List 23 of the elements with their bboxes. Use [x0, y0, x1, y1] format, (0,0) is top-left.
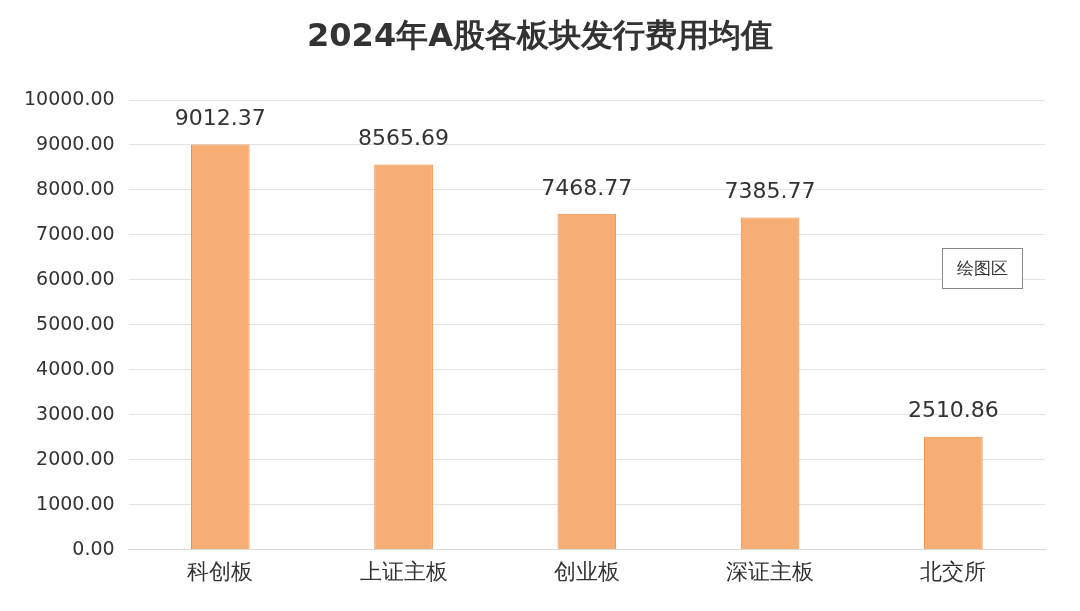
y-tick-label: 9000.00 [36, 131, 115, 154]
data-label: 7385.77 [724, 178, 816, 204]
y-tick-label: 0.00 [72, 536, 115, 559]
x-tick-label: 深证主板 [726, 558, 815, 584]
y-tick-label: 4000.00 [36, 356, 115, 379]
data-label: 9012.37 [174, 105, 266, 131]
y-tick-label: 6000.00 [36, 266, 115, 289]
y-tick-label: 8000.00 [36, 176, 115, 199]
data-label: 2510.86 [907, 397, 999, 423]
x-tick-label: 北交所 [920, 558, 987, 584]
y-tick-label: 2000.00 [36, 446, 115, 469]
x-tick-label: 上证主板 [359, 558, 448, 584]
y-tick-label: 10000.00 [23, 86, 115, 109]
data-label: 8565.69 [358, 125, 450, 151]
annotation: 绘图区 [942, 248, 1023, 289]
x-tick-label: 创业板 [553, 558, 620, 584]
y-tick-label: 5000.00 [36, 311, 115, 334]
y-tick-label: 3000.00 [36, 401, 115, 424]
y-tick-label: 1000.00 [36, 491, 115, 514]
data-label: 7468.77 [541, 174, 633, 200]
y-tick-label: 7000.00 [36, 221, 115, 244]
x-tick-label: 科创板 [187, 558, 254, 584]
chart-title: 2024年A股各板块发行费用均值 [306, 15, 774, 56]
